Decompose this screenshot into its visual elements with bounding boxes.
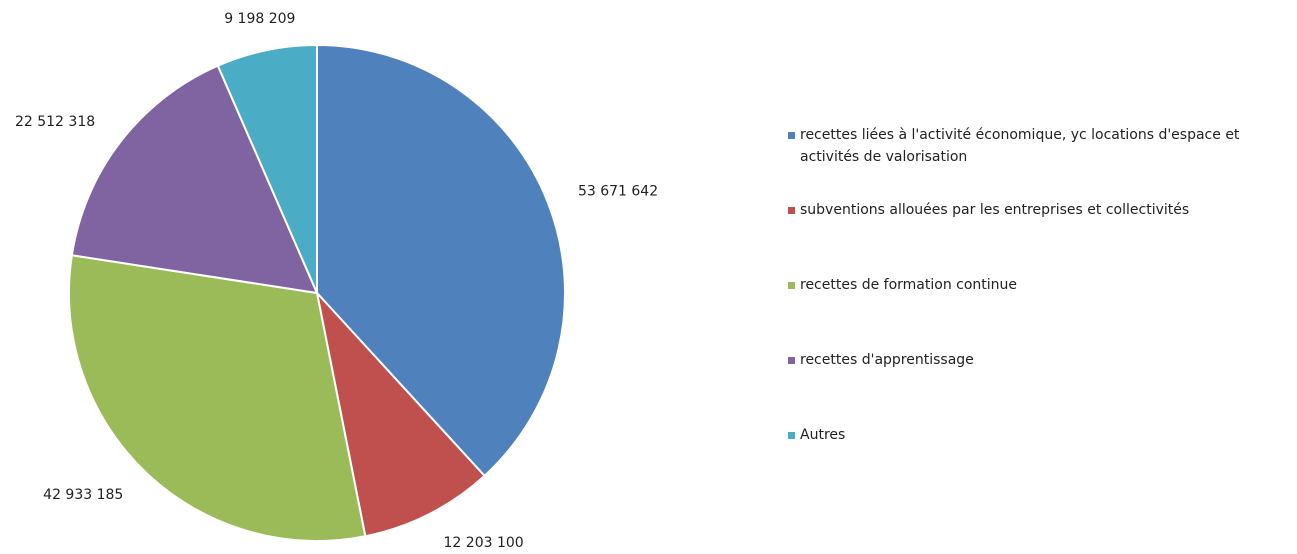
data-label: 53 671 642 <box>578 184 658 200</box>
legend-swatch <box>788 432 795 439</box>
legend-label: recettes liées à l'activité économique, … <box>800 127 1240 165</box>
legend-label: Autres <box>800 427 846 443</box>
pie-slice <box>216 43 318 294</box>
pie-slice <box>68 254 367 542</box>
pie-slice <box>316 43 566 478</box>
data-label: 22 512 318 <box>15 114 95 130</box>
legend-swatch <box>788 207 795 214</box>
legend-item: recettes d'apprentissage <box>788 349 1293 424</box>
chart: 53 671 642 12 203 100 42 933 185 22 512 318… <box>15 11 658 551</box>
pie-slice <box>70 64 319 295</box>
legend: recettes liées à l'activité économique, … <box>788 124 1293 499</box>
legend-label: recettes d'apprentissage <box>800 352 974 368</box>
legend-label: recettes de formation continue <box>800 277 1018 293</box>
legend-swatch <box>788 282 795 289</box>
legend-swatch <box>788 357 795 364</box>
pie-slice <box>315 289 486 538</box>
legend-item: recettes de formation continue <box>788 274 1293 349</box>
legend-item: Autres <box>788 424 1293 499</box>
legend-label: subventions allouées par les entreprises… <box>800 202 1190 218</box>
data-label: 12 203 100 <box>444 535 524 551</box>
legend-item: recettes liées à l'activité économique, … <box>788 124 1293 199</box>
data-label: 9 198 209 <box>224 11 295 27</box>
legend-swatch <box>788 132 795 139</box>
data-label: 42 933 185 <box>43 487 123 503</box>
legend-item: subventions allouées par les entreprises… <box>788 199 1293 274</box>
